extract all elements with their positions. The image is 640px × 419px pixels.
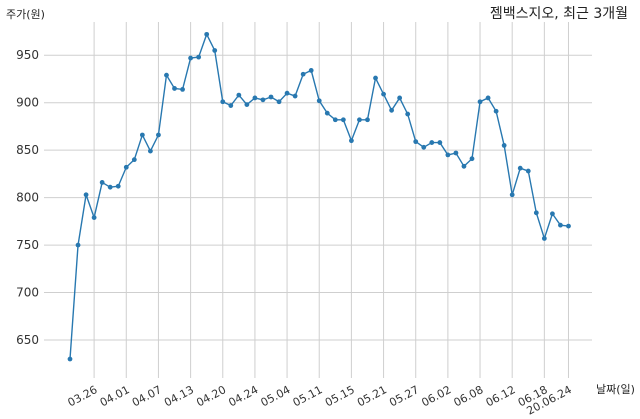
x-tick-label: 03.26 bbox=[66, 383, 100, 409]
data-point bbox=[131, 157, 137, 163]
data-point bbox=[284, 90, 290, 96]
y-tick-label: 800 bbox=[16, 191, 39, 205]
x-tick-label: 04.20 bbox=[194, 383, 228, 409]
data-point bbox=[349, 138, 354, 144]
y-tick-label: 850 bbox=[16, 143, 39, 157]
x-tick-label: 04.24 bbox=[226, 383, 260, 409]
x-tick-label: 06.02 bbox=[419, 383, 453, 409]
x-tick-label: 04.07 bbox=[130, 383, 164, 409]
data-point bbox=[485, 95, 491, 101]
x-axis: 03.2604.0104.0704.1304.2004.2405.0405.11… bbox=[66, 383, 574, 417]
data-point bbox=[220, 99, 226, 105]
data-point bbox=[469, 156, 475, 162]
data-point bbox=[332, 117, 338, 123]
data-point bbox=[437, 140, 443, 145]
data-point bbox=[316, 98, 322, 104]
data-point bbox=[99, 180, 105, 185]
data-point bbox=[405, 111, 411, 117]
data-point bbox=[340, 117, 346, 123]
data-point bbox=[276, 99, 282, 105]
data-point bbox=[260, 97, 266, 103]
data-point bbox=[180, 87, 185, 92]
data-point bbox=[83, 192, 89, 198]
data-point bbox=[421, 144, 427, 150]
data-point bbox=[188, 55, 194, 61]
data-point bbox=[268, 94, 274, 100]
y-tick-label: 650 bbox=[16, 333, 39, 347]
data-point bbox=[300, 71, 306, 77]
data-point bbox=[67, 356, 73, 362]
x-tick-label: 06.08 bbox=[452, 383, 486, 409]
data-point bbox=[541, 236, 547, 241]
y-tick-label: 700 bbox=[16, 286, 39, 300]
data-point bbox=[148, 148, 153, 154]
x-tick-label: 05.15 bbox=[323, 383, 357, 409]
data-point bbox=[196, 54, 202, 60]
data-point bbox=[397, 95, 403, 101]
data-point bbox=[75, 242, 81, 248]
data-point bbox=[107, 184, 113, 190]
x-tick-label: 04.01 bbox=[98, 383, 132, 409]
data-point bbox=[236, 92, 242, 98]
data-point bbox=[413, 139, 419, 145]
data-point bbox=[139, 132, 145, 138]
price-series bbox=[67, 31, 571, 362]
y-tick-label: 950 bbox=[16, 48, 39, 62]
x-axis-label: 날짜(일) bbox=[596, 383, 635, 396]
x-tick-label: 06.12 bbox=[484, 383, 518, 409]
chart-title: 젬백스지오, 최근 3개월 bbox=[489, 6, 628, 22]
data-point bbox=[244, 102, 250, 107]
x-tick-label: 04.13 bbox=[162, 383, 196, 409]
data-point bbox=[525, 168, 531, 174]
y-axis-label: 주가(원) bbox=[6, 8, 45, 21]
grid bbox=[44, 22, 592, 378]
data-point bbox=[292, 93, 298, 99]
data-point bbox=[477, 99, 483, 105]
data-point bbox=[373, 75, 378, 81]
data-point bbox=[115, 183, 121, 189]
data-point bbox=[550, 211, 555, 217]
x-tick-label: 05.11 bbox=[291, 383, 325, 409]
x-tick-label: 05.21 bbox=[355, 383, 389, 409]
data-point bbox=[308, 68, 314, 73]
data-point bbox=[252, 95, 258, 101]
data-point bbox=[357, 117, 362, 123]
data-point bbox=[493, 108, 499, 114]
data-point bbox=[212, 48, 218, 53]
data-point bbox=[461, 163, 467, 169]
y-axis: 650 700 750 800 850 900 950 bbox=[16, 48, 39, 347]
data-point bbox=[172, 86, 177, 91]
data-point bbox=[381, 91, 386, 97]
data-point bbox=[91, 215, 97, 220]
data-point bbox=[501, 143, 507, 148]
data-point bbox=[566, 223, 571, 229]
data-point bbox=[164, 72, 169, 78]
x-tick-label: 05.27 bbox=[387, 383, 421, 409]
data-point bbox=[533, 210, 539, 216]
y-tick-label: 900 bbox=[16, 96, 39, 110]
data-point bbox=[453, 150, 459, 156]
y-tick-label: 750 bbox=[16, 238, 39, 252]
data-point bbox=[509, 192, 515, 198]
data-point bbox=[445, 152, 451, 158]
data-point bbox=[324, 110, 330, 116]
data-point bbox=[429, 140, 435, 145]
data-point bbox=[228, 103, 234, 108]
data-point bbox=[517, 165, 523, 171]
data-point bbox=[389, 107, 394, 113]
x-tick-label: 05.04 bbox=[259, 383, 293, 409]
data-point bbox=[365, 117, 370, 123]
data-point bbox=[558, 222, 563, 228]
data-point bbox=[156, 132, 161, 138]
data-point bbox=[204, 31, 210, 37]
data-point bbox=[123, 164, 129, 170]
